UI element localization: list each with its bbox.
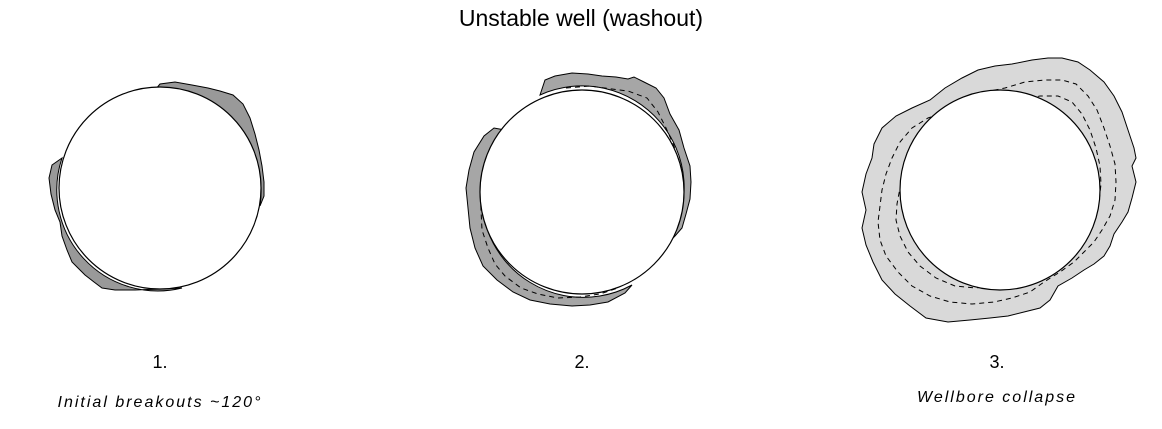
stage-2-wellbore <box>465 72 692 307</box>
stage-1-caption: Initial breakouts ~120° <box>57 394 263 411</box>
stage-3-number: 3. <box>989 352 1005 372</box>
stage-1-number: 1. <box>152 352 168 372</box>
stage-1-borehole <box>58 86 262 290</box>
stage-2-borehole <box>479 89 685 295</box>
stage-2-number: 2. <box>574 352 590 372</box>
stage-3-wellbore <box>861 57 1137 323</box>
diagram-title: Unstable well (washout) <box>458 5 704 31</box>
stage-1-wellbore <box>48 81 265 292</box>
stage-1-breakout-lower-left <box>48 156 183 292</box>
stage-3-previous-wall-trace-outer <box>877 79 1117 305</box>
stage-3-caption: Wellbore collapse <box>917 389 1077 406</box>
stage-3-borehole <box>899 89 1101 291</box>
